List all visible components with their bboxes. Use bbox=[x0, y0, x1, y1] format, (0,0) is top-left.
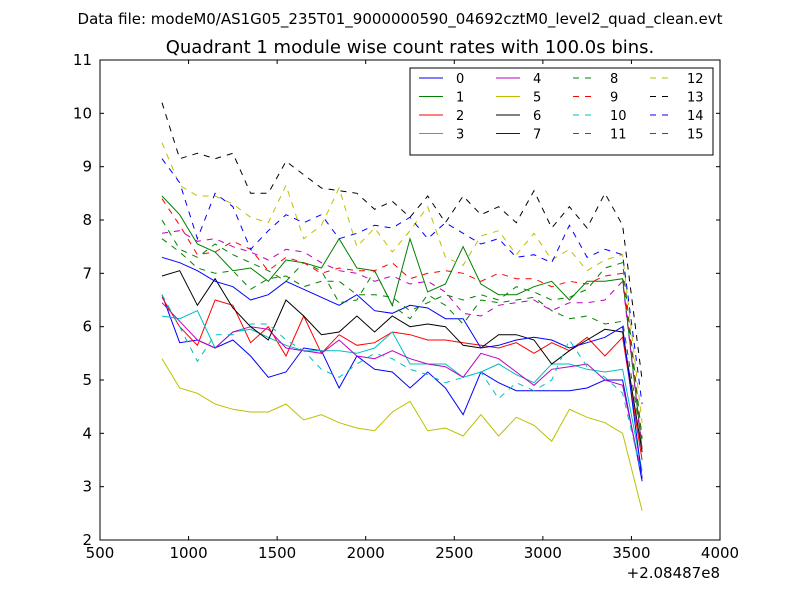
legend-label-11: 11 bbox=[610, 128, 627, 143]
legend-label-15: 15 bbox=[687, 128, 704, 143]
x-tick-label: 1500 bbox=[258, 544, 296, 562]
series-line-15 bbox=[161, 238, 643, 439]
legend-label-7: 7 bbox=[533, 128, 541, 143]
x-tick-label: 2500 bbox=[435, 544, 473, 562]
series-line-1 bbox=[161, 195, 643, 450]
series-layer bbox=[161, 102, 643, 511]
legend-label-8: 8 bbox=[610, 72, 618, 87]
series-line-9 bbox=[161, 198, 643, 439]
y-tick-label: 2 bbox=[82, 531, 92, 549]
x-tick-label: 3000 bbox=[524, 544, 562, 562]
legend-label-6: 6 bbox=[533, 109, 541, 124]
tick-layer: 500 1000 1500 2000 2500 3000 3500 4000 2 3 4 5 6 7 8 9 1… bbox=[73, 51, 739, 562]
legend-label-14: 14 bbox=[687, 109, 704, 124]
series-line-12 bbox=[161, 142, 643, 423]
chart-title: Quadrant 1 module wise count rates with … bbox=[166, 37, 655, 58]
legend-label-2: 2 bbox=[456, 109, 464, 124]
legend-label-5: 5 bbox=[533, 91, 541, 106]
y-tick-label: 5 bbox=[82, 371, 92, 389]
series-line-6 bbox=[161, 270, 643, 453]
series-line-13 bbox=[161, 102, 643, 381]
x-tick-label: 4000 bbox=[701, 544, 739, 562]
plot-area: 500 1000 1500 2000 2500 3000 3500 4000 2 3 4 5 6 7 8 9 1… bbox=[73, 51, 739, 562]
series-line-0 bbox=[161, 294, 643, 482]
series-line-2 bbox=[161, 297, 643, 461]
legend-box bbox=[409, 67, 714, 156]
series-line-10 bbox=[161, 294, 643, 477]
x-tick-label: 2000 bbox=[347, 544, 385, 562]
legend-label-4: 4 bbox=[533, 72, 541, 87]
y-tick-label: 7 bbox=[82, 264, 92, 282]
y-tick-label: 9 bbox=[82, 158, 92, 176]
series-line-11 bbox=[161, 230, 643, 450]
series-line-8 bbox=[161, 219, 643, 445]
x-offset-label: +2.08487e8 bbox=[627, 564, 720, 582]
series-line-3 bbox=[161, 310, 643, 471]
legend-label-3: 3 bbox=[456, 128, 464, 143]
legend-label-12: 12 bbox=[687, 72, 704, 87]
legend-label-0: 0 bbox=[456, 72, 464, 87]
series-line-5 bbox=[161, 358, 643, 511]
legend-label-13: 13 bbox=[687, 91, 704, 106]
y-tick-label: 8 bbox=[82, 211, 92, 229]
suptitle: Data file: modeM0/AS1G05_235T01_90000005… bbox=[78, 10, 723, 29]
x-tick-label: 1000 bbox=[169, 544, 207, 562]
legend-label-1: 1 bbox=[456, 91, 464, 106]
y-tick-label: 3 bbox=[82, 478, 92, 496]
y-tick-label: 10 bbox=[73, 104, 92, 122]
y-tick-label: 4 bbox=[82, 424, 92, 442]
series-line-14 bbox=[161, 158, 643, 405]
y-tick-label: 6 bbox=[82, 318, 92, 336]
legend-label-9: 9 bbox=[610, 91, 618, 106]
x-tick-label: 500 bbox=[86, 544, 115, 562]
x-tick-label: 3500 bbox=[612, 544, 650, 562]
series-line-7 bbox=[161, 256, 643, 479]
legend-label-10: 10 bbox=[610, 109, 627, 124]
y-tick-label: 11 bbox=[73, 51, 92, 69]
